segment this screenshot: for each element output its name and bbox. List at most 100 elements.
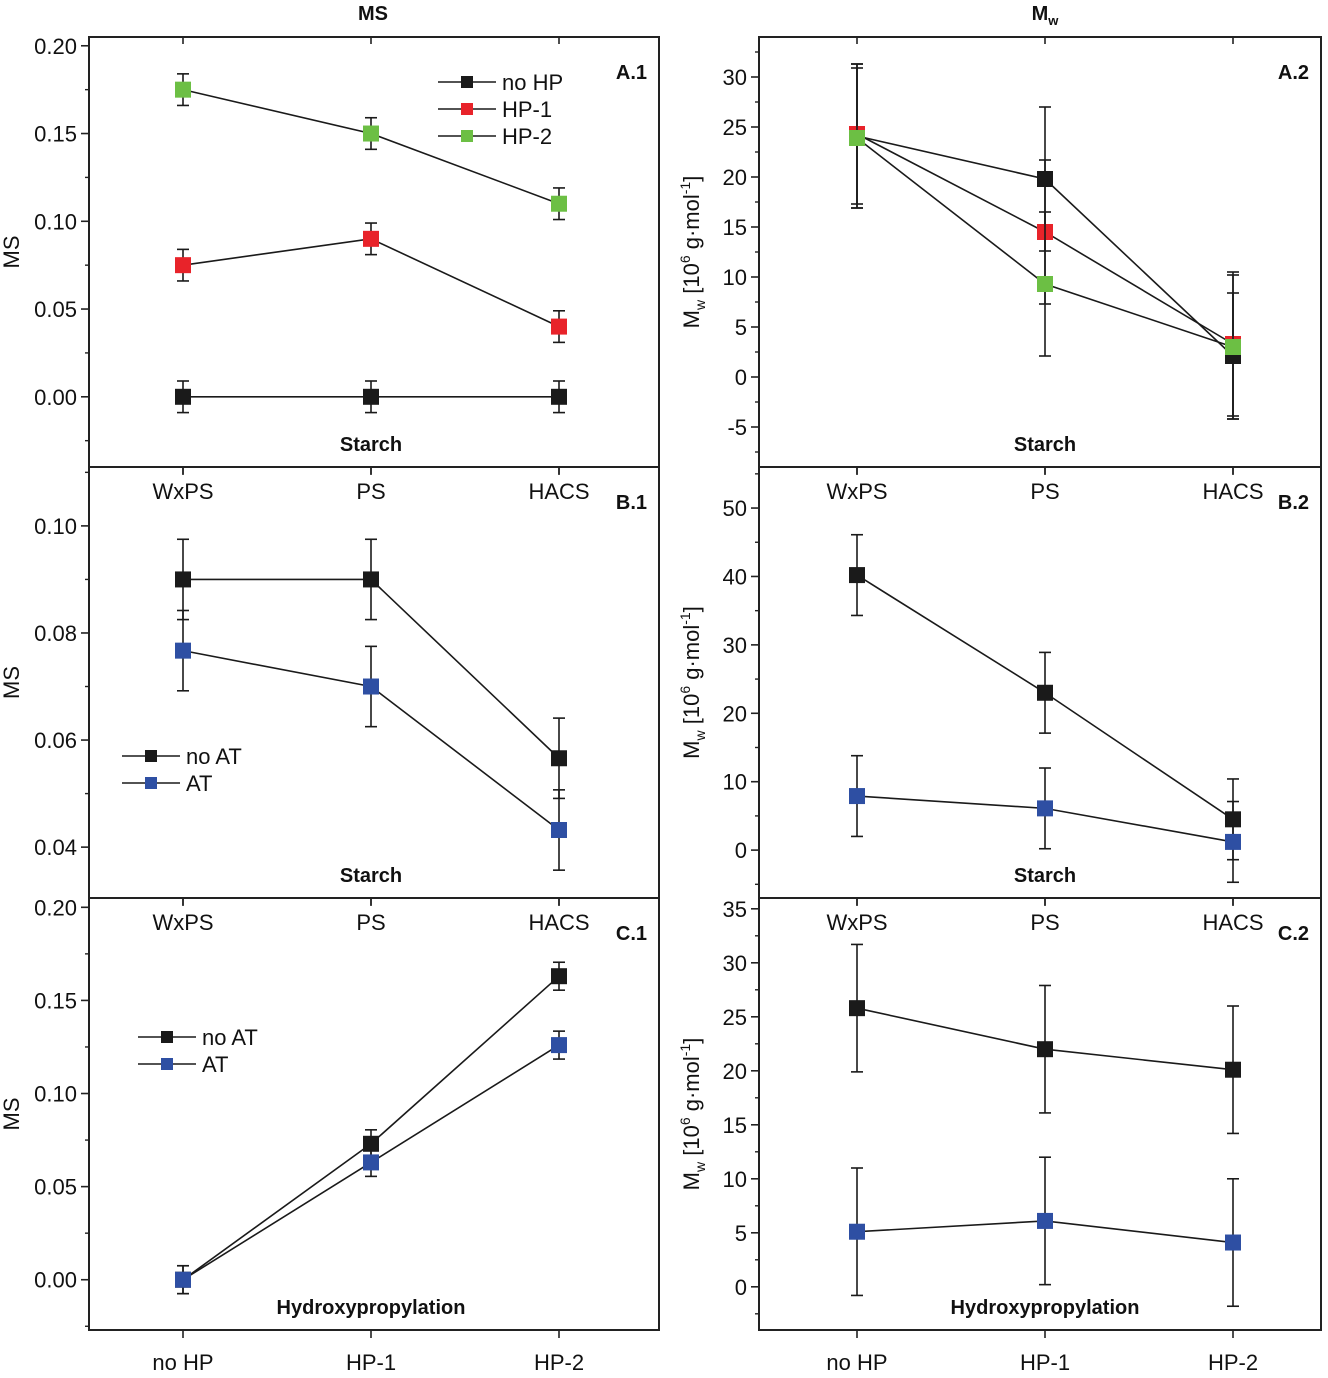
group-label: Starch [340, 865, 402, 887]
series-at [849, 1156, 1241, 1308]
data-point [551, 822, 567, 839]
series-hp-2 [175, 73, 567, 221]
panel-label: C.2 [1278, 923, 1309, 945]
x-tick-label: WxPS [826, 910, 887, 935]
y-axis-title: MS [0, 236, 24, 269]
legend-label: no AT [202, 1025, 258, 1050]
data-point [1037, 684, 1053, 701]
y-tick-label: 20 [723, 1059, 747, 1084]
y-tick-label: 0.20 [34, 895, 77, 920]
y-tick-label: 10 [723, 1167, 747, 1192]
plot-frame [758, 897, 1322, 1331]
series-hp-1 [175, 222, 567, 344]
x-tick-label: WxPS [152, 910, 213, 935]
x-tick-label: HP-1 [346, 1350, 396, 1375]
plot-frame [88, 897, 660, 1331]
x-tick-label: PS [356, 910, 385, 935]
legend-label: AT [186, 771, 212, 796]
data-point [1037, 1041, 1053, 1058]
data-point [175, 1271, 191, 1288]
y-tick-label: 0.15 [34, 122, 77, 147]
y-tick-label: 20 [723, 165, 747, 190]
legend-label: HP-1 [502, 97, 552, 122]
y-tick-label: 5 [735, 315, 747, 340]
column-title-ms: MS [358, 3, 388, 25]
data-point [175, 388, 191, 405]
data-point [551, 968, 567, 985]
x-tick-label: WxPS [152, 479, 213, 504]
x-tick-label: HP-2 [534, 1350, 584, 1375]
x-tick-label: PS [1030, 479, 1059, 504]
legend-label: HP-2 [502, 124, 552, 149]
y-tick-label: 0 [735, 365, 747, 390]
data-point [1037, 1212, 1053, 1229]
y-axis-title: Mw [106 g·mol-1] [677, 1038, 708, 1191]
plot-frame [758, 466, 1322, 899]
data-point [175, 81, 191, 98]
panels: 0.00 0.05 0.10 0.15 0.20 WxPS PS HACS MS A.1 Starc… [0, 34, 1322, 1375]
y-tick-label: 40 [723, 564, 747, 589]
series-hp-2 [849, 67, 1241, 420]
legend-marker [145, 750, 157, 762]
data-point [849, 567, 865, 584]
data-point [1037, 276, 1053, 292]
x-tick-label: HP-2 [1208, 1350, 1258, 1375]
series-at [175, 1030, 567, 1295]
group-label: Hydroxypropylation [951, 1297, 1140, 1319]
legend-marker [461, 76, 473, 88]
y-tick-label: 0 [735, 1275, 747, 1300]
x-tick-label: HACS [528, 910, 589, 935]
data-point [363, 125, 379, 142]
legend-marker [461, 103, 473, 115]
series-no-at [175, 961, 567, 1295]
panel-label: C.1 [616, 923, 647, 945]
legend-marker [145, 777, 157, 789]
x-tick-label: WxPS [826, 479, 887, 504]
y-tick-label: 0.00 [34, 385, 77, 410]
x-tick-label: HACS [1202, 910, 1263, 935]
panel-c-2: 0 5 10 15 20 25 30 35 no HP HP-1 HP-2 Mw [106 g·mol… [677, 897, 1322, 1375]
x-tick-label: no HP [152, 1350, 213, 1375]
group-label: Starch [1014, 865, 1076, 887]
x-tick-label: HACS [1202, 479, 1263, 504]
y-tick-label: 0.20 [34, 34, 77, 59]
data-point [849, 788, 865, 805]
data-point [849, 1000, 865, 1017]
y-tick-label: 15 [723, 215, 747, 240]
y-tick-label: 0.15 [34, 988, 77, 1013]
data-point [551, 195, 567, 212]
plot-frame [758, 36, 1322, 468]
y-tick-label: -5 [727, 415, 747, 440]
y-tick-label: 0.10 [34, 514, 77, 539]
legend-marker [461, 130, 473, 142]
data-point [849, 130, 865, 146]
y-tick-label: 30 [723, 65, 747, 90]
data-point [1037, 800, 1053, 817]
data-point [1225, 1234, 1241, 1251]
series-at [175, 609, 567, 871]
panel-b-2: 0 10 20 30 40 50 WxPS PS HACS Mw [106 g·mol-1] B.2… [677, 466, 1322, 935]
x-tick-label: HACS [528, 479, 589, 504]
y-tick-label: 0.10 [34, 209, 77, 234]
column-title-mw: Mw [1032, 3, 1060, 28]
y-axis-title: MS [0, 666, 24, 699]
group-label: Starch [340, 434, 402, 456]
x-tick-label: PS [1030, 910, 1059, 935]
data-point [363, 678, 379, 695]
y-tick-label: 25 [723, 115, 747, 140]
legend-marker [161, 1031, 173, 1043]
y-tick-label: 5 [735, 1221, 747, 1246]
series-at [849, 754, 1241, 884]
legend-label: no AT [186, 744, 242, 769]
y-axis-title: Mw [106 g·mol-1] [677, 606, 708, 759]
data-point [1225, 833, 1241, 850]
y-tick-label: 0.06 [34, 728, 77, 753]
group-label: Hydroxypropylation [277, 1297, 466, 1319]
data-point [1225, 339, 1241, 355]
data-point [551, 1037, 567, 1054]
y-tick-label: 0.04 [34, 835, 77, 860]
panel-label: B.2 [1278, 492, 1309, 514]
panel-a-1: 0.00 0.05 0.10 0.15 0.20 WxPS PS HACS MS A.1 Starc… [0, 34, 660, 504]
x-tick-label: HP-1 [1020, 1350, 1070, 1375]
